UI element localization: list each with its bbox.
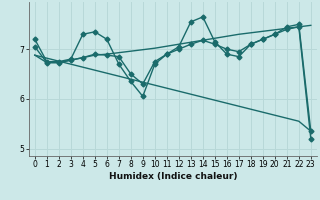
X-axis label: Humidex (Indice chaleur): Humidex (Indice chaleur) — [108, 172, 237, 181]
